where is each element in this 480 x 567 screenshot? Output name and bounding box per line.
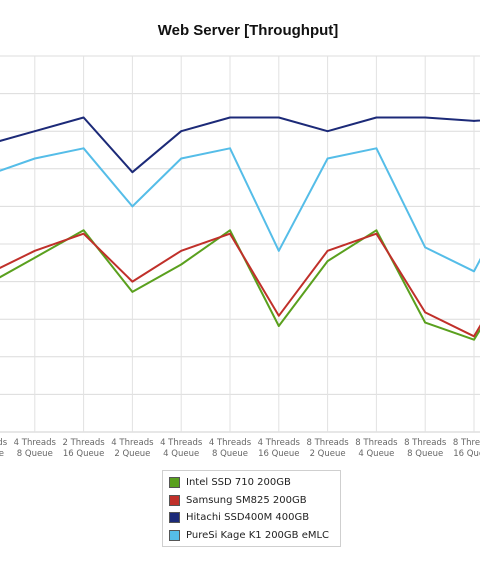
data-point (33, 249, 36, 252)
legend-swatch (169, 477, 180, 489)
chart-title: Web Server [Throughput] (158, 22, 339, 39)
data-point (326, 130, 329, 133)
data-point (473, 335, 475, 338)
data-point (82, 116, 85, 119)
data-point (326, 157, 329, 160)
x-tick-label: 2 Threads 16 Queue (62, 438, 105, 459)
data-point (277, 325, 280, 327)
data-point (277, 314, 280, 317)
data-point (424, 311, 427, 314)
data-point (326, 260, 329, 262)
grid (0, 55, 480, 433)
x-tick-label: 4 Threads 8 Queue (209, 438, 252, 459)
legend-label: PureSi Kage K1 200GB eMLC (186, 529, 330, 541)
data-point (131, 280, 134, 283)
data-point (33, 256, 36, 259)
data-point (229, 232, 231, 235)
legend-swatch (169, 512, 180, 524)
legend-label: Samsung SM825 200GB (186, 494, 307, 506)
data-point (473, 120, 475, 122)
data-point (180, 157, 183, 160)
data-point (375, 232, 378, 235)
data-point (424, 246, 427, 249)
legend-item: Hitachi SSD400M 400GB (169, 509, 334, 527)
series-line (0, 232, 480, 338)
legend-item: Intel SSD 710 200GB (169, 474, 334, 492)
data-point (229, 116, 231, 119)
data-point (131, 290, 134, 293)
data-point (180, 130, 183, 133)
series-line (0, 229, 480, 341)
data-point (33, 157, 36, 160)
series-layer (0, 116, 480, 341)
legend-swatch (169, 494, 180, 506)
legend-item: Samsung SM825 200GB (169, 492, 334, 510)
x-tick-label: 4 Threads 4 Queue (160, 438, 203, 459)
data-point (277, 116, 280, 119)
series-line (0, 116, 480, 174)
series-line (0, 147, 480, 273)
x-tick-label: 4 Threads 8 Queue (14, 438, 57, 459)
data-point (375, 147, 378, 150)
data-point (229, 229, 231, 232)
data-point (473, 270, 475, 273)
data-point (326, 249, 329, 252)
data-point (33, 130, 36, 133)
legend-label: Intel SSD 710 200GB (186, 477, 291, 489)
data-point (277, 249, 280, 252)
x-tick-label: 4 Threads 16 Queue (258, 438, 301, 459)
data-point (375, 229, 378, 232)
x-tick-label: 8 Threads 4 Queue (355, 438, 398, 459)
data-point (229, 147, 231, 150)
data-point (424, 321, 427, 324)
legend-swatch (169, 529, 180, 541)
data-point (424, 116, 427, 119)
legend-label: Hitachi SSD400M 400GB (186, 512, 310, 524)
legend: Intel SSD 710 200GB Samsung SM825 200GB … (162, 470, 341, 547)
data-point (180, 249, 183, 252)
x-tick-label: 8 Threads 8 Queue (404, 438, 447, 459)
data-point (82, 147, 85, 150)
data-point (180, 263, 183, 266)
data-point (131, 171, 134, 174)
data-point (375, 116, 378, 119)
x-tick-label: 8 Threads 2 Queue (306, 438, 349, 459)
data-point (82, 232, 85, 235)
data-point (82, 229, 85, 232)
legend-item: PureSi Kage K1 200GB eMLC (169, 527, 334, 545)
data-point (473, 338, 475, 341)
data-point (131, 205, 134, 208)
